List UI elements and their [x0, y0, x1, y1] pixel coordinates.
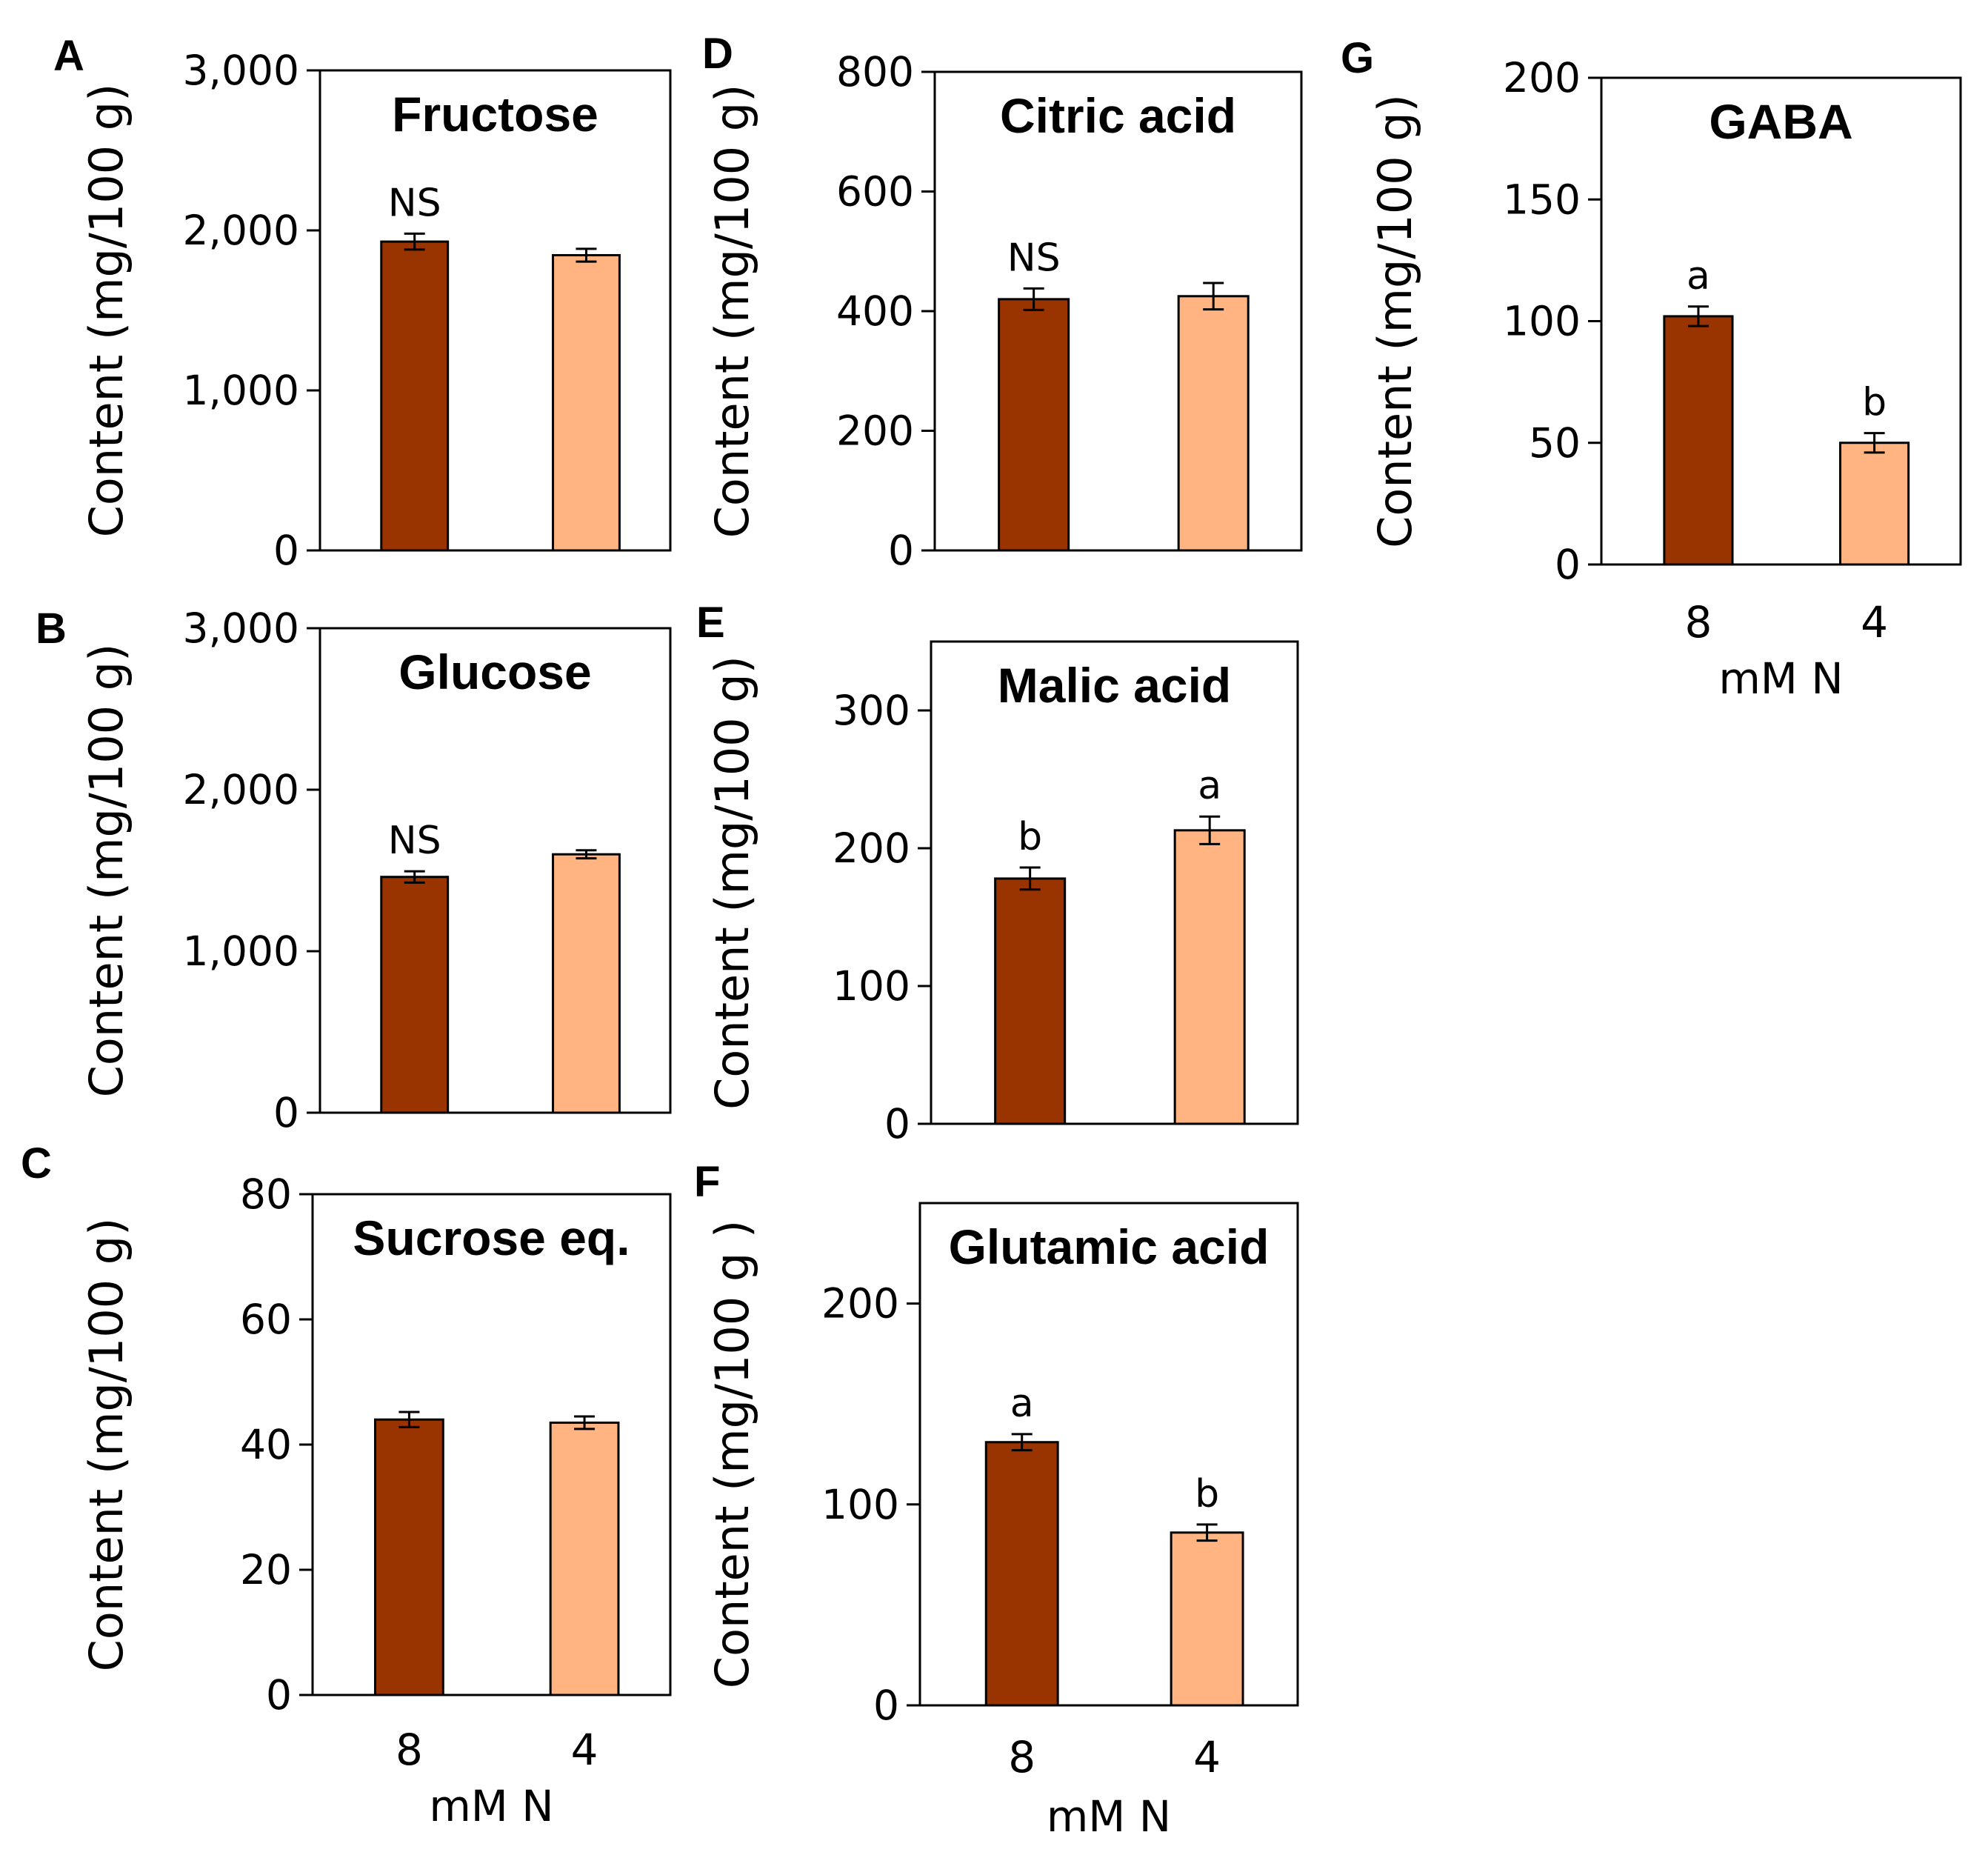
- bar-4-mM: [552, 853, 621, 1114]
- y-tick-label: 80: [240, 1170, 292, 1218]
- bar-8-mM: [998, 298, 1070, 552]
- y-tick-label: 0: [888, 527, 914, 574]
- y-tick-label: 200: [833, 825, 910, 872]
- significance-label: a: [1687, 254, 1710, 299]
- chart-title: Sucrose eq.: [353, 1210, 630, 1265]
- chart-panel-E: E 0 100 200 300 Content (mg/100 g) Malic acid b…: [696, 599, 1299, 1148]
- y-tick-label: 100: [821, 1481, 899, 1528]
- y-axis-label: Content (mg/100 g): [1368, 94, 1422, 548]
- plot-frame: [930, 640, 1299, 1125]
- y-tick-label: 200: [836, 407, 914, 455]
- chart-title: Malic acid: [998, 658, 1231, 713]
- bar-4-mM: [552, 253, 621, 552]
- y-tick-label: 0: [273, 1089, 299, 1136]
- y-tick-label: 0: [266, 1671, 292, 1719]
- chart-title: Citric acid: [1000, 88, 1236, 143]
- x-category-label: 8: [1008, 1732, 1035, 1782]
- y-tick-label: 100: [1503, 298, 1581, 345]
- significance-label: a: [1198, 764, 1221, 808]
- bar-8-mM: [994, 877, 1067, 1125]
- y-tick-label: 50: [1529, 419, 1581, 467]
- y-tick-label: 200: [1503, 54, 1581, 101]
- panel-letter: E: [696, 599, 725, 647]
- chart-panel-A: A 0 1,000 2,000 3,000 Content (mg/100 g) Fruct…: [53, 32, 672, 574]
- x-category-label: 8: [396, 1725, 423, 1775]
- chart-title: Glutamic acid: [949, 1219, 1270, 1274]
- y-axis-label: Content (mg/100 g ): [705, 1220, 759, 1688]
- y-axis-label: Content (mg/100 g): [79, 644, 133, 1098]
- y-tick-label: 300: [833, 687, 910, 734]
- y-tick-label: 200: [821, 1280, 899, 1328]
- significance-label: b: [1018, 815, 1042, 859]
- y-tick-label: 1,000: [183, 928, 299, 975]
- y-tick-label: 800: [836, 48, 914, 96]
- x-axis-label: mM N: [1047, 1791, 1171, 1842]
- bar-4-mM: [1839, 442, 1910, 566]
- y-tick-label: 3,000: [183, 47, 299, 94]
- x-axis-label: mM N: [1718, 653, 1843, 704]
- chart-title: Glucose: [398, 645, 591, 699]
- x-category-label: 8: [1684, 597, 1712, 647]
- significance-label: NS: [388, 819, 441, 863]
- significance-label: NS: [1007, 236, 1061, 280]
- bar-4-mM: [1170, 1531, 1244, 1707]
- y-axis-label: Content (mg/100 g): [705, 84, 759, 539]
- y-tick-label: 0: [1555, 541, 1581, 588]
- panel-letter: F: [694, 1158, 720, 1206]
- plot-frame: [318, 69, 672, 552]
- chart-panel-G: G 0 50 100 150 200 Content (mg/100 g) GABA a b 8 4m…: [1341, 34, 1962, 704]
- y-axis-label: Content (mg/100 g): [79, 84, 133, 538]
- bar-4-mM: [549, 1421, 620, 1696]
- chart-panel-F: F 0 100 200 Content (mg/100 g ) Glutamic acid…: [694, 1158, 1299, 1842]
- bar-4-mM: [1177, 295, 1250, 552]
- significance-label: NS: [388, 181, 441, 225]
- y-tick-label: 0: [273, 527, 299, 574]
- significance-label: b: [1862, 381, 1887, 425]
- y-tick-label: 600: [836, 168, 914, 216]
- chart-title: Fructose: [392, 87, 598, 141]
- x-axis-label: mM N: [429, 1781, 553, 1831]
- y-tick-label: 150: [1503, 176, 1581, 223]
- bar-8-mM: [380, 876, 450, 1114]
- y-tick-label: 3,000: [183, 605, 299, 652]
- plot-frame: [918, 1202, 1299, 1707]
- chart-panel-B: B 0 1,000 2,000 3,000 Content (mg/100 g) Gluco…: [36, 605, 672, 1136]
- y-tick-label: 0: [873, 1682, 899, 1729]
- bar-8-mM: [1663, 315, 1734, 566]
- y-tick-label: 20: [240, 1546, 292, 1593]
- significance-label: b: [1195, 1472, 1219, 1516]
- panel-letter: C: [21, 1139, 52, 1188]
- bar-8-mM: [380, 240, 450, 552]
- bar-8-mM: [984, 1441, 1059, 1707]
- panel-letter: A: [53, 32, 84, 80]
- y-tick-label: 40: [240, 1421, 292, 1468]
- y-tick-label: 0: [884, 1100, 910, 1148]
- y-axis-label: Content (mg/100 g): [79, 1218, 133, 1672]
- x-category-label: 4: [1861, 597, 1888, 647]
- plot-frame: [318, 627, 672, 1114]
- panel-letter: G: [1341, 34, 1374, 82]
- y-tick-label: 100: [833, 962, 910, 1010]
- bar-4-mM: [1173, 829, 1246, 1125]
- significance-label: a: [1010, 1382, 1034, 1426]
- x-category-label: 4: [571, 1725, 598, 1775]
- y-tick-label: 1,000: [183, 367, 299, 414]
- chart-title: GABA: [1709, 94, 1852, 149]
- y-tick-label: 2,000: [183, 766, 299, 813]
- panel-letter: D: [702, 30, 733, 78]
- y-tick-label: 400: [836, 287, 914, 335]
- bar-8-mM: [374, 1418, 444, 1696]
- x-category-label: 4: [1193, 1732, 1221, 1782]
- chart-panel-D: D 0 200 400 600 800 Content (mg/100 g) Citric a…: [702, 30, 1303, 574]
- y-tick-label: 60: [240, 1296, 292, 1343]
- y-tick-label: 2,000: [183, 207, 299, 254]
- chart-panel-C: C 0 20 40 60 80 Content (mg/100 g) Sucrose eq. 8…: [21, 1139, 672, 1831]
- panel-letter: B: [36, 605, 67, 653]
- y-axis-label: Content (mg/100 g): [705, 656, 759, 1110]
